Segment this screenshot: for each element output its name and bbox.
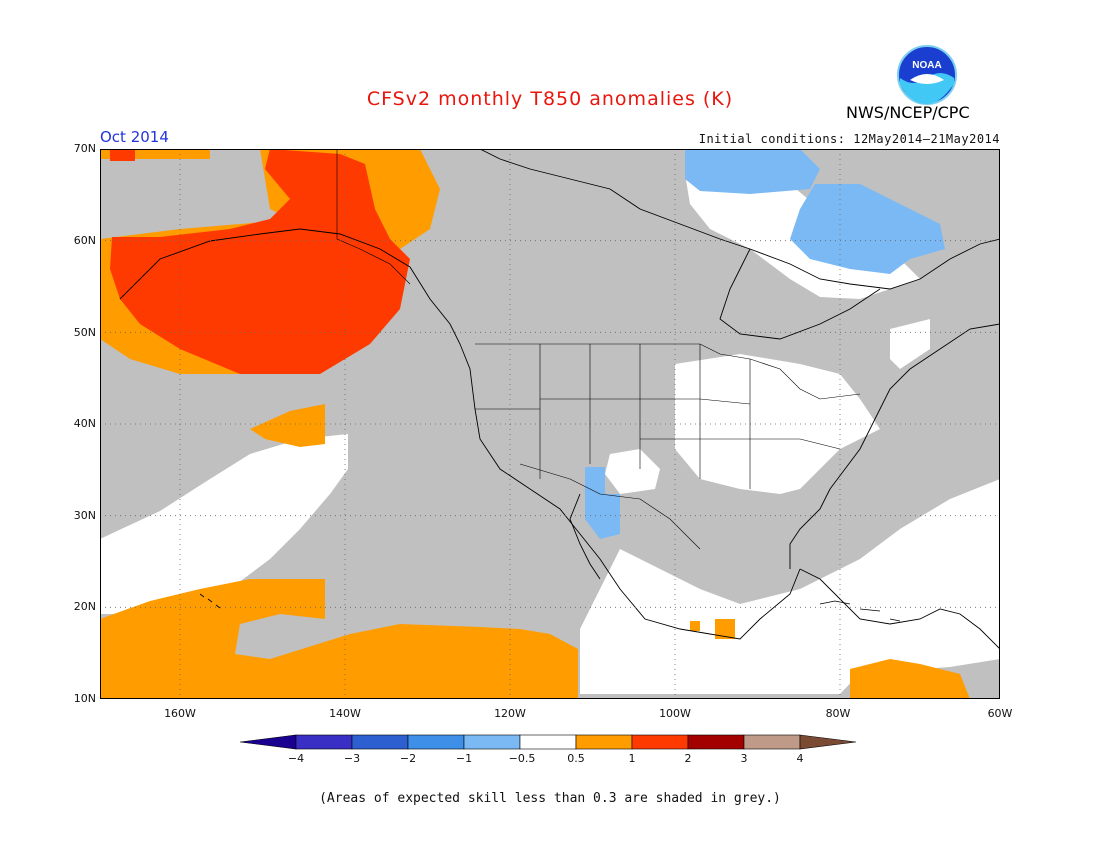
- colorbar-swatch: [687, 734, 745, 750]
- colorbar-label: 2: [684, 752, 692, 765]
- svg-text:NOAA: NOAA: [912, 60, 941, 71]
- cool-anomaly-regions: [585, 149, 945, 539]
- footnote: (Areas of expected skill less than 0.3 a…: [319, 791, 781, 806]
- lat-label: 10N: [73, 692, 96, 705]
- colorbar-swatch: [631, 734, 689, 750]
- lon-label: 60W: [987, 707, 1013, 720]
- coastlines: [119, 149, 1000, 650]
- colorbar-over-arrow: [799, 734, 857, 750]
- lat-label: 20N: [73, 600, 96, 613]
- colorbar-label: 4: [796, 752, 804, 765]
- colorbar-swatch: [463, 734, 521, 750]
- strong-warm-anomaly-region: [110, 149, 410, 374]
- colorbar-label: −0.5: [508, 752, 536, 765]
- colorbar-label: −2: [399, 752, 417, 765]
- colorbar-swatch: [519, 734, 577, 750]
- noaa-logo-icon: NOAA: [897, 45, 957, 105]
- colorbar-swatch: [743, 734, 801, 750]
- lon-label: 120W: [494, 707, 526, 720]
- colorbar-swatch: [407, 734, 465, 750]
- lon-label: 100W: [659, 707, 691, 720]
- colorbar-under-arrow: [240, 734, 297, 750]
- colorbar: [240, 734, 857, 750]
- colorbar-label: −3: [343, 752, 361, 765]
- colorbar-swatch: [351, 734, 409, 750]
- lon-label: 160W: [164, 707, 196, 720]
- lat-label: 70N: [73, 142, 96, 155]
- lat-label: 50N: [73, 326, 96, 339]
- islands: [199, 593, 901, 622]
- lat-label: 60N: [73, 234, 96, 247]
- colorbar-label: 1: [628, 752, 636, 765]
- lon-label: 80W: [825, 707, 851, 720]
- colorbar-swatch: [575, 734, 633, 750]
- map-title: CFSv2 monthly T850 anomalies (K): [366, 88, 734, 110]
- graticule: [100, 149, 1000, 699]
- colorbar-label: −4: [287, 752, 305, 765]
- colorbar-label: −1: [455, 752, 473, 765]
- agency-label: NWS/NCEP/CPC: [846, 103, 970, 122]
- colorbar-label: 0.5: [567, 752, 585, 765]
- initial-conditions: Initial conditions: 12May2014–21May2014: [698, 132, 1000, 146]
- lat-label: 40N: [73, 417, 96, 430]
- lon-label: 140W: [329, 707, 361, 720]
- lat-label: 30N: [73, 509, 96, 522]
- colorbar-label: 3: [740, 752, 748, 765]
- forecast-month: Oct 2014: [100, 128, 169, 146]
- colorbar-swatch: [295, 734, 353, 750]
- anomaly-map: [100, 149, 1000, 699]
